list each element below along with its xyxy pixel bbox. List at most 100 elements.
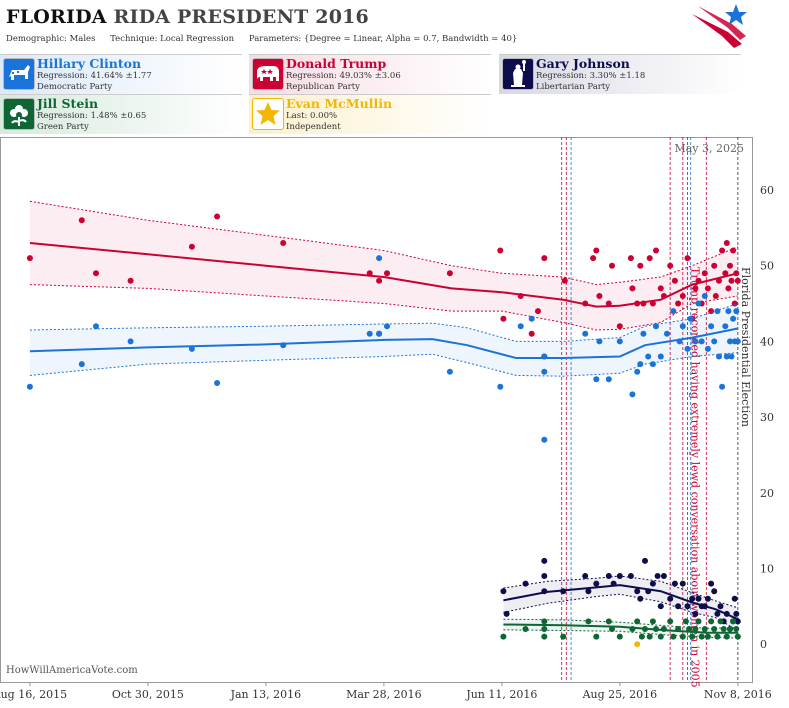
poll-point bbox=[280, 240, 287, 246]
y-tick-label: 50 bbox=[760, 260, 774, 273]
poll-point bbox=[500, 315, 507, 322]
x-tick-label: Aug 16, 2015 bbox=[0, 688, 67, 701]
poll-point bbox=[638, 633, 645, 640]
donkey-icon bbox=[3, 58, 35, 90]
poll-point bbox=[722, 270, 729, 277]
poll-point bbox=[78, 217, 85, 224]
page-title: FLORIDA RIDA PRESIDENT 2016 bbox=[6, 6, 369, 28]
poll-point bbox=[522, 580, 529, 587]
poll-point bbox=[366, 270, 373, 277]
poll-point bbox=[605, 376, 612, 383]
poll-point bbox=[634, 368, 641, 375]
poll-point bbox=[727, 626, 733, 632]
poll-point bbox=[711, 262, 718, 269]
y-tick-label: 0 bbox=[760, 638, 767, 651]
poll-point bbox=[634, 300, 641, 307]
poll-point bbox=[717, 603, 724, 610]
event-annotation: Florida Presidential Election bbox=[739, 267, 752, 427]
poll-point bbox=[649, 361, 656, 368]
poll-point bbox=[593, 580, 600, 587]
poll-point bbox=[497, 247, 504, 254]
poll-point bbox=[645, 353, 652, 360]
poll-point bbox=[605, 618, 612, 625]
poll-point bbox=[698, 633, 705, 640]
candidate-card-stein[interactable]: Jill Stein Regression: 1.48% ±0.65 Green… bbox=[0, 94, 242, 134]
poll-point bbox=[708, 323, 715, 330]
candidate-stat: Regression: 41.64% ±1.77 bbox=[37, 71, 152, 81]
poll-point bbox=[649, 618, 656, 625]
candidate-card-johnson[interactable]: Gary Johnson Regression: 3.30% ±1.18 Lib… bbox=[499, 54, 741, 94]
poll-point bbox=[657, 603, 664, 610]
poll-point bbox=[704, 345, 711, 352]
poll-point bbox=[722, 323, 729, 330]
candidate-stat: Regression: 1.48% ±0.65 bbox=[37, 111, 147, 121]
poll-point bbox=[653, 626, 659, 632]
poll-point bbox=[585, 618, 592, 625]
poll-point bbox=[711, 588, 718, 595]
poll-point bbox=[679, 633, 686, 640]
parameters-line: Demographic: Males Technique: Local Regr… bbox=[6, 34, 517, 44]
poll-point bbox=[719, 383, 726, 390]
poll-point bbox=[695, 595, 702, 602]
poll-point bbox=[734, 277, 741, 284]
candidate-stat: Regression: 3.30% ±1.18 bbox=[536, 71, 646, 81]
candidate-card-trump[interactable]: Donald Trump Regression: 49.03% ±3.06 Re… bbox=[249, 54, 491, 94]
poll-point bbox=[687, 315, 694, 322]
poll-point bbox=[127, 338, 134, 345]
poll-point bbox=[701, 293, 708, 299]
poll-point bbox=[733, 610, 740, 617]
poll-point bbox=[616, 573, 623, 579]
poll-point bbox=[723, 633, 730, 640]
candidate-name: Evan McMullin bbox=[286, 96, 393, 111]
poll-point bbox=[667, 595, 674, 602]
poll-point bbox=[695, 300, 702, 307]
poll-point bbox=[717, 618, 724, 625]
candidate-card-mcmullin[interactable]: Evan McMullin Last: 0.00% Independent bbox=[249, 94, 491, 134]
poll-point bbox=[640, 330, 647, 337]
candidate-name: Donald Trump bbox=[286, 56, 387, 71]
technique-value: Local Regression bbox=[160, 34, 235, 44]
poll-point bbox=[676, 338, 683, 345]
poll-point bbox=[93, 270, 99, 277]
poll-point bbox=[649, 580, 656, 587]
poll-point bbox=[384, 323, 390, 330]
poll-point bbox=[616, 323, 623, 330]
poll-point bbox=[26, 255, 33, 262]
poll-point bbox=[723, 353, 730, 360]
poll-point bbox=[560, 588, 567, 595]
poll-point bbox=[517, 293, 524, 299]
poll-point bbox=[634, 618, 641, 625]
title-state: FLORIDA bbox=[6, 6, 107, 28]
x-tick-label: Nov 8, 2016 bbox=[704, 688, 772, 701]
poll-point bbox=[541, 255, 548, 262]
poll-point bbox=[637, 361, 644, 368]
poll-point bbox=[725, 308, 732, 315]
lower-bound-line bbox=[503, 593, 739, 631]
lower-bound-line bbox=[503, 629, 738, 639]
poll-point bbox=[590, 255, 597, 262]
poll-point bbox=[214, 213, 221, 220]
x-tick-label: Aug 25, 2016 bbox=[582, 688, 658, 701]
poll-point bbox=[593, 376, 600, 383]
poll-point bbox=[725, 285, 732, 292]
candidate-name: Hillary Clinton bbox=[37, 56, 142, 71]
candidate-card-clinton[interactable]: Hillary Clinton Regression: 41.64% ±1.77… bbox=[0, 54, 242, 94]
chart-date-label: May 3, 2025 bbox=[674, 142, 744, 155]
poll-point bbox=[657, 353, 664, 360]
poll-point bbox=[716, 353, 722, 360]
poll-point bbox=[679, 580, 686, 587]
poll-point bbox=[682, 618, 689, 625]
poll-point bbox=[609, 626, 615, 632]
site-logo-icon bbox=[688, 2, 748, 48]
x-tick-label: Mar 28, 2016 bbox=[346, 688, 422, 701]
poll-point bbox=[627, 255, 634, 262]
confidence-band bbox=[29, 201, 738, 330]
candidate-stat: Last: 0.00% bbox=[286, 111, 338, 121]
poll-point bbox=[689, 633, 696, 640]
poll-point bbox=[667, 262, 674, 269]
poll-point bbox=[731, 300, 738, 307]
poll-point bbox=[541, 588, 548, 595]
poll-point bbox=[629, 285, 636, 292]
poll-point bbox=[660, 573, 667, 579]
upper-bound-line bbox=[29, 303, 738, 342]
